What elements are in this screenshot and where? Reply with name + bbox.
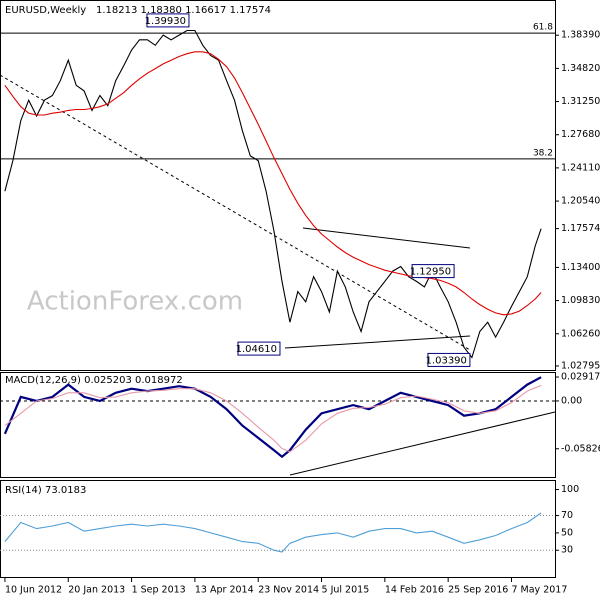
trend-line [0, 74, 471, 351]
y-tick-label: 1.27680 [561, 129, 600, 140]
x-tick-label: 10 Jun 2012 [5, 585, 62, 596]
watermark: ActionForex.com [27, 287, 243, 317]
x-tick-label: 1 Sep 2013 [132, 585, 186, 596]
y-tick-label: 1.20540 [561, 196, 600, 207]
x-tick-label: 20 Jan 2013 [68, 585, 125, 596]
y-tick-label: 70 [561, 510, 573, 521]
price-panel [0, 0, 556, 371]
y-tick-label: 1.13400 [561, 262, 600, 273]
x-tick-label: 25 Sep 2016 [448, 585, 508, 596]
y-tick-label: 1.24110 [561, 162, 600, 173]
y-tick-label: 0.00 [561, 395, 582, 406]
x-tick-label: 23 Nov 2014 [258, 585, 319, 596]
trend-line [284, 335, 471, 349]
annotation-label: 1.12950 [410, 267, 451, 278]
y-tick-label: 50 [561, 527, 573, 538]
annotation-box [427, 352, 471, 367]
series-line [3, 376, 542, 459]
annotation-label: 1.39930 [145, 16, 186, 27]
annotation-label: 1.03390 [426, 355, 467, 366]
series-line [4, 29, 542, 359]
annotation-box [411, 264, 455, 279]
level-label: 38.2 [533, 148, 553, 158]
x-tick-label: 13 Apr 2014 [195, 585, 254, 596]
chart-title: EURUSD,Weekly [5, 5, 86, 16]
x-tick-label: 5 Jul 2015 [322, 585, 370, 596]
y-tick-label: 1.31250 [561, 96, 600, 107]
annotation-label: 1.04610 [236, 344, 277, 355]
series-line [4, 384, 542, 453]
y-tick-label: 1.09830 [561, 295, 600, 306]
y-tick-label: 1.02795 [561, 360, 600, 371]
y-tick-label: 1.17574 [561, 223, 600, 234]
x-tick-label: 7 May 2017 [511, 585, 567, 596]
level-label: 61.8 [533, 23, 553, 33]
y-tick-label: 100 [561, 484, 579, 495]
trend-line [289, 411, 556, 476]
series-line [4, 512, 542, 553]
rsi-panel [0, 480, 556, 578]
y-tick-label: 1.34820 [561, 63, 600, 74]
annotation-box [146, 13, 190, 28]
panel-title: RSI(14) 73.0183 [5, 485, 86, 496]
y-tick-label: 1.06260 [561, 328, 600, 339]
macd-panel [0, 372, 556, 478]
panel-title: MACD(12,26,9) 0.025203 0.018972 [5, 375, 183, 386]
series-line [4, 51, 542, 316]
trend-line [302, 227, 471, 249]
annotation-box [237, 341, 281, 356]
y-tick-label: 0.029178 [561, 372, 600, 383]
y-tick-label: 1.38390 [561, 30, 600, 41]
y-tick-label: -0.058268 [561, 443, 600, 454]
y-tick-label: 30 [561, 545, 573, 556]
x-tick-label: 14 Feb 2016 [385, 585, 444, 596]
ohlc-text: 1.18213 1.18380 1.16617 1.17574 [96, 5, 271, 16]
